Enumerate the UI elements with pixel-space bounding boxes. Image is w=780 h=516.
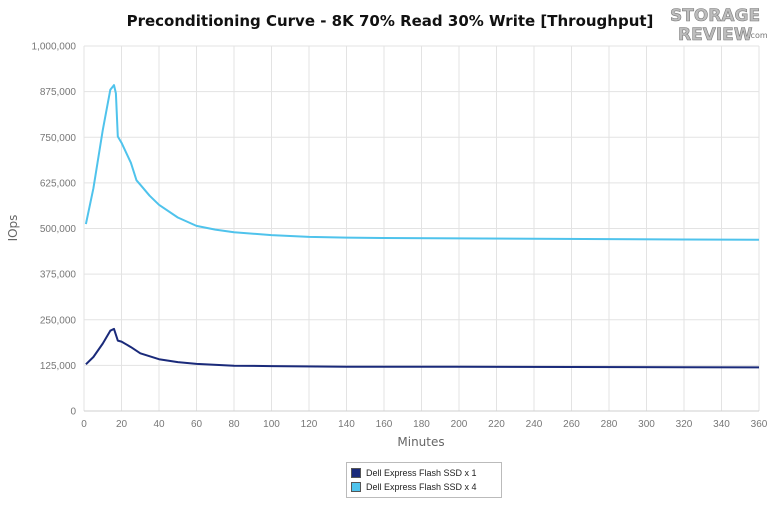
y-axis-label: IOps	[6, 215, 20, 242]
x-ticks: 0 20 40 60 80 100 120 140 160 180 200 220 240 260 280 3…	[81, 419, 768, 430]
x-tick-label: 40	[153, 419, 165, 430]
legend-swatch	[351, 468, 361, 478]
y-tick-label: 250,000	[40, 315, 77, 326]
x-tick-label: 300	[638, 419, 655, 430]
logo-line1: STORAGE	[670, 6, 760, 26]
y-tick-label: 500,000	[40, 224, 77, 235]
y-ticks: 0 125,000 250,000 375,000 500,000 625,000 750,…	[32, 42, 77, 418]
logo-suffix: .com	[748, 31, 768, 40]
y-tick-label: 875,000	[40, 87, 77, 98]
y-tick-label: 625,000	[40, 178, 77, 189]
x-tick-label: 280	[601, 419, 618, 430]
x-tick-label: 140	[338, 419, 355, 430]
x-tick-label: 100	[263, 419, 280, 430]
x-tick-label: 0	[81, 419, 87, 430]
x-tick-label: 200	[451, 419, 468, 430]
legend: Dell Express Flash SSD x 1 Dell Express …	[346, 462, 502, 498]
legend-label: Dell Express Flash SSD x 1	[366, 468, 477, 478]
x-tick-label: 60	[191, 419, 203, 430]
legend-item-series-1: Dell Express Flash SSD x 1	[351, 466, 497, 480]
series-line-2	[84, 84, 760, 241]
chart-title: Preconditioning Curve - 8K 70% Read 30% …	[126, 12, 654, 30]
x-tick-label: 180	[413, 419, 430, 430]
x-tick-label: 320	[676, 419, 693, 430]
x-tick-label: 340	[713, 419, 730, 430]
legend-swatch	[351, 482, 361, 492]
legend-label: Dell Express Flash SSD x 4	[366, 482, 477, 492]
x-tick-label: 260	[563, 419, 580, 430]
x-tick-label: 240	[526, 419, 543, 430]
x-axis-label: Minutes	[397, 435, 444, 449]
y-tick-label: 375,000	[40, 270, 77, 281]
logo-line2: REVIEW	[678, 25, 753, 44]
x-tick-label: 220	[488, 419, 505, 430]
series-line-1	[85, 327, 760, 369]
x-tick-label: 80	[228, 419, 240, 430]
storagereview-logo: STORAGE REVIEW .com	[664, 4, 774, 46]
y-tick-label: 750,000	[40, 133, 77, 144]
x-tick-label: 360	[751, 419, 768, 430]
series-group	[84, 84, 760, 369]
legend-item-series-2: Dell Express Flash SSD x 4	[351, 480, 497, 494]
y-tick-label: 125,000	[40, 361, 77, 372]
grid	[83, 45, 760, 412]
y-tick-label: 1,000,000	[32, 42, 77, 53]
x-tick-label: 120	[301, 419, 318, 430]
x-tick-label: 160	[376, 419, 393, 430]
x-tick-label: 20	[116, 419, 128, 430]
y-tick-label: 0	[70, 407, 76, 418]
